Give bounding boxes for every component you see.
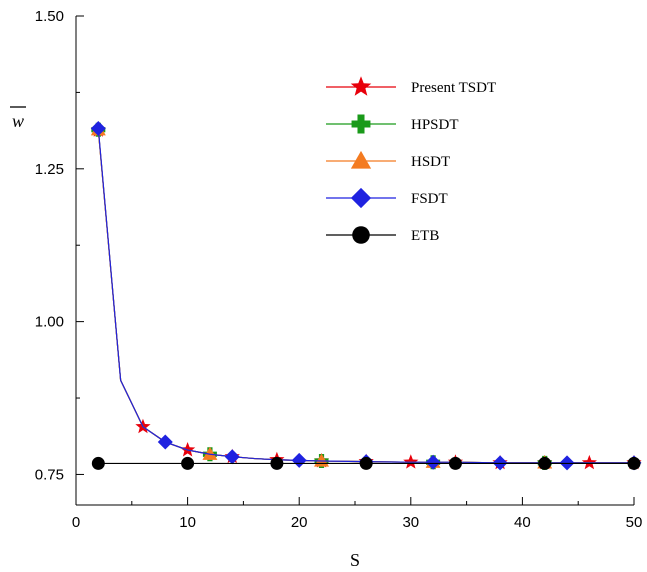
series-line <box>97 129 634 464</box>
data-point <box>181 456 195 470</box>
data-point <box>157 434 173 450</box>
y-tick-label: 1.25 <box>35 161 64 178</box>
series-hsdt <box>90 122 634 469</box>
series-line <box>97 130 634 464</box>
legend-marker <box>351 114 371 134</box>
data-point <box>538 456 552 470</box>
legend-label: FSDT <box>411 191 448 207</box>
y-axis-title: w <box>10 106 26 131</box>
legend-label: HPSDT <box>411 117 459 133</box>
series-layer <box>90 120 642 471</box>
legend-entry: FSDT <box>326 187 448 209</box>
x-tick-label: 30 <box>402 514 419 531</box>
legend-marker <box>350 150 372 169</box>
series-line <box>97 129 634 464</box>
legend-entry: ETB <box>326 226 439 244</box>
data-point <box>270 456 284 470</box>
y-tick-label: 0.75 <box>35 466 64 483</box>
legend-label: HSDT <box>411 154 450 170</box>
legend: Present TSDT HPSDT HSDT FSDT ETB <box>326 76 496 244</box>
data-point <box>90 120 106 136</box>
legend-marker <box>352 226 370 244</box>
legend-entry: HPSDT <box>326 114 459 134</box>
x-tick-label: 10 <box>179 514 196 531</box>
data-point <box>179 441 196 457</box>
x-tick-label: 50 <box>626 514 643 531</box>
data-point <box>559 455 575 471</box>
legend-marker <box>350 187 372 209</box>
data-point <box>425 454 441 470</box>
data-point <box>202 446 218 460</box>
data-point <box>448 456 462 470</box>
y-tick-label: 1.50 <box>35 8 64 25</box>
y-axis-title-text: w <box>12 111 24 131</box>
x-tick-label: 0 <box>72 514 80 531</box>
legend-label: ETB <box>411 228 439 244</box>
y-tick-label: 1.00 <box>35 314 64 331</box>
legend-entry: Present TSDT <box>326 76 496 96</box>
legend-label: Present TSDT <box>411 80 496 96</box>
axes: 0.75 1.00 1.25 1.50 0 10 20 30 40 50 <box>35 8 643 531</box>
data-point <box>224 449 240 465</box>
series-present-tsdt <box>90 122 642 470</box>
series-fsdt <box>90 120 642 471</box>
data-point <box>359 456 373 470</box>
series-line <box>97 128 634 464</box>
data-point <box>291 452 307 468</box>
data-point <box>581 454 597 470</box>
series-etb <box>91 456 641 470</box>
data-point <box>91 456 105 470</box>
data-point <box>403 454 419 469</box>
data-point <box>492 455 508 471</box>
legend-entry: HSDT <box>326 150 450 170</box>
data-point <box>627 456 641 470</box>
x-tick-label: 40 <box>514 514 531 531</box>
x-axis-title: S <box>350 550 360 570</box>
x-tick-label: 20 <box>291 514 308 531</box>
legend-marker <box>350 76 372 96</box>
series-hpsdt <box>91 122 634 470</box>
